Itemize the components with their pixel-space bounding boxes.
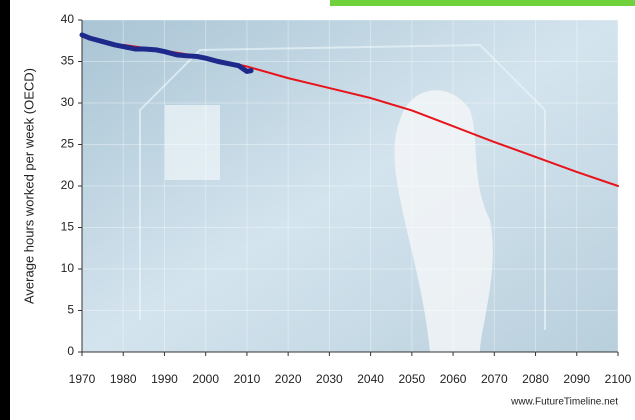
source: www.FutureTimeline.net [510,397,618,408]
left-border [0,0,10,420]
x-tick-label: 2050 [398,372,425,386]
y-tick-label: 0 [67,344,74,358]
chart: 0 5 10 15 20 25 30 35 40 1970 1980 1990 2000 2010 2020… [0,0,635,420]
y-tick-label: 10 [61,261,75,275]
x-tick-label: 2100 [605,372,632,386]
decor-screen [165,105,220,180]
x-tick-label: 2000 [192,372,219,386]
x-tick-label: 1980 [110,372,137,386]
y-tick-label: 5 [67,303,74,317]
x-tick-label: 1970 [69,372,96,386]
y-tick-label: 30 [61,95,75,109]
y-tick-label: 35 [61,54,75,68]
y-axis-label: Average hours worked per week (OECD) [21,68,36,304]
x-tick-label: 2040 [357,372,384,386]
y-tick-label: 25 [61,137,75,151]
top-stripe [330,0,635,6]
y-tick-label: 40 [61,12,75,26]
x-tick-label: 2020 [275,372,302,386]
y-tick-label: 15 [61,220,75,234]
y-tick-label: 20 [61,178,75,192]
x-tick-label: 2080 [522,372,549,386]
x-tick-label: 2090 [563,372,590,386]
x-tick-label: 2010 [234,372,261,386]
x-tick-label: 2060 [440,372,467,386]
x-tick-label: 1990 [151,372,178,386]
x-tick-label: 2070 [481,372,508,386]
x-tick-label: 2030 [316,372,343,386]
